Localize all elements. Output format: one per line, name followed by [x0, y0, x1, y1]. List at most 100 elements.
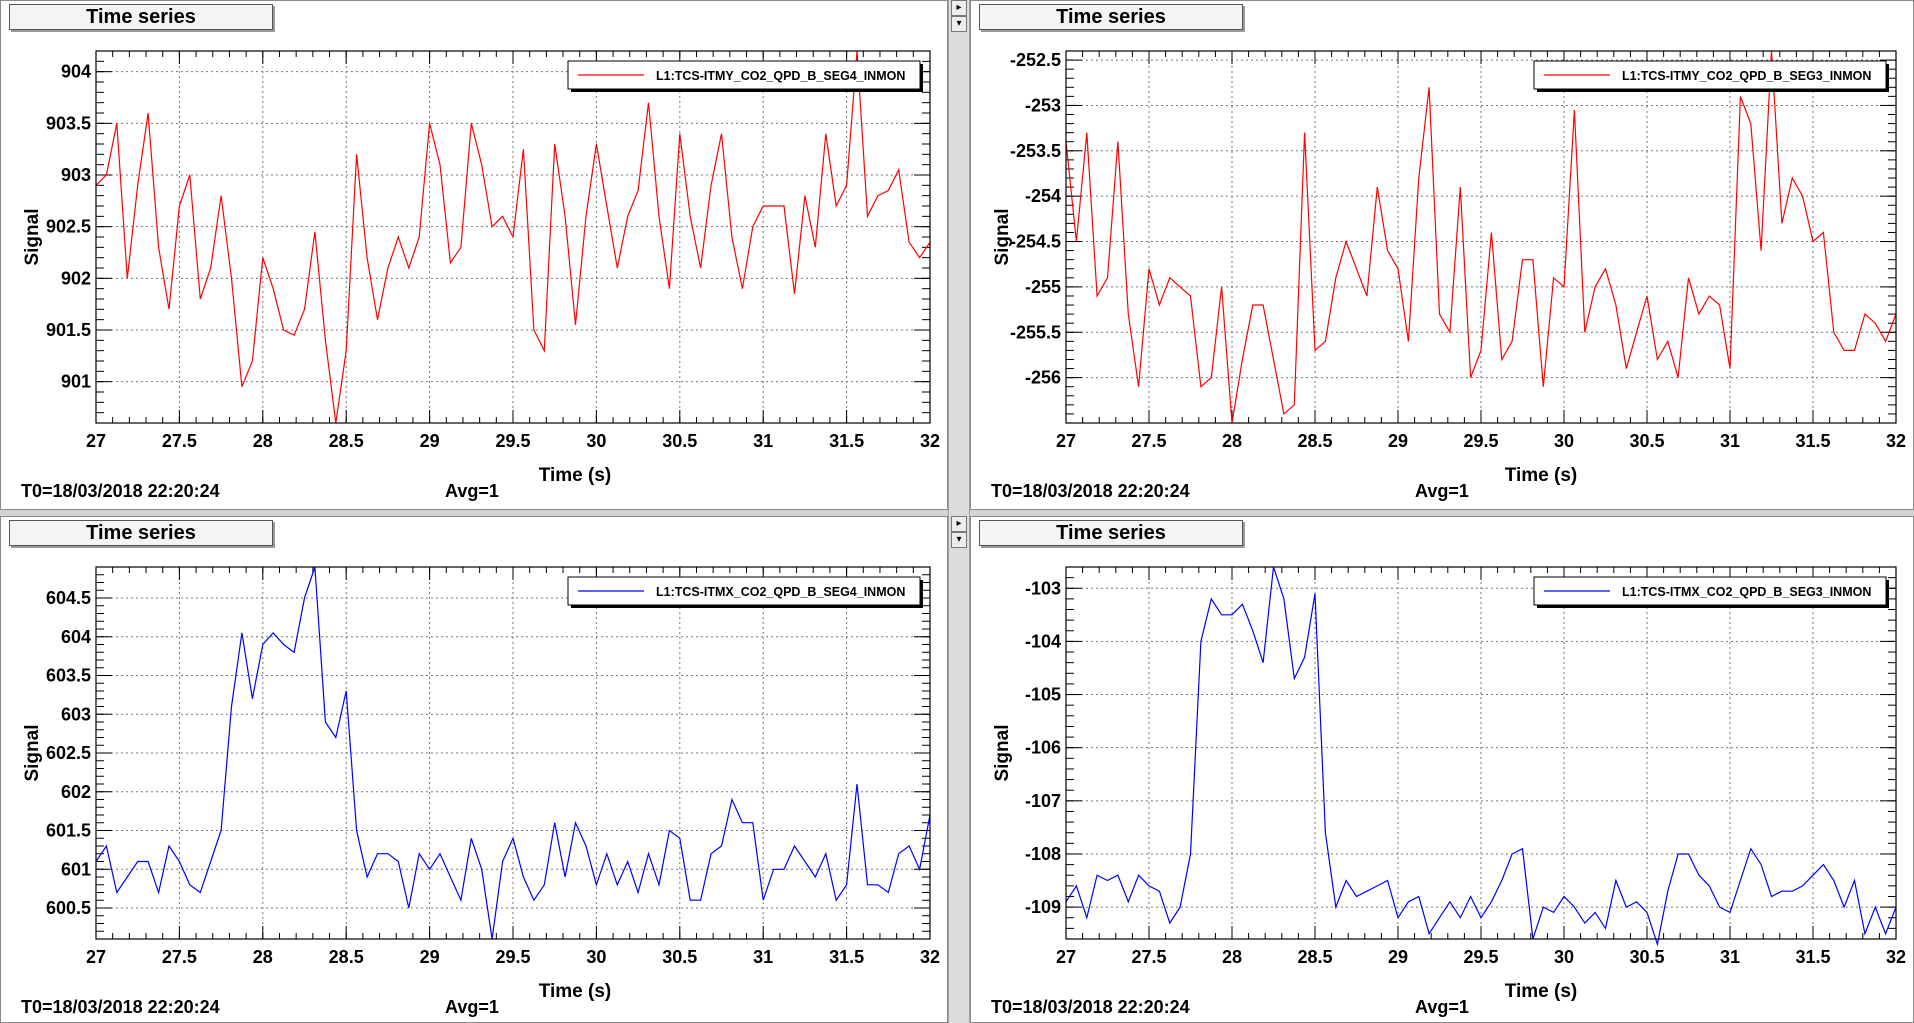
y-tick-label: -253.5	[1010, 141, 1061, 161]
plot-svg: 27 27.5 28 28.5 29 29.5 30 30.5 31 31.5 32 901 901.5…	[22, 50, 940, 486]
x-tick-label: 28.5	[1297, 431, 1332, 451]
y-tick-label: 903.5	[46, 113, 91, 133]
x-axis-label: Time (s)	[1505, 465, 1578, 486]
x-tick-label: 27.5	[1131, 947, 1166, 967]
x-tick-label: 31	[1720, 431, 1740, 451]
x-tick-label: 29.5	[1463, 431, 1498, 451]
scroll-right-arrow-icon[interactable]: ▸	[951, 0, 967, 16]
legend-entry: L1:TCS-ITMX_CO2_QPD_B_SEG4_INMON	[656, 585, 905, 599]
plot-frame	[1065, 566, 1897, 940]
x-tick-label: 31	[753, 947, 773, 967]
x-tick-label: 29.5	[1463, 947, 1498, 967]
plot-svg: 27 27.5 28 28.5 29 29.5 30 30.5 31 31.5 32 600.5 601…	[22, 566, 940, 1002]
chart-panel-top-right: Time series 27 27.5 28 28.5 29 29.5 30 30.5 31 31…	[970, 0, 1914, 510]
y-tick-label: -104	[1025, 631, 1061, 651]
legend-entry: L1:TCS-ITMY_CO2_QPD_B_SEG4_INMON	[656, 69, 905, 83]
x-tick-label: 30	[586, 947, 606, 967]
x-tick-label: 27	[1056, 947, 1076, 967]
x-tick-label: 30.5	[662, 947, 697, 967]
scroll-right-arrow-icon[interactable]: ▸	[951, 516, 967, 532]
series-line	[95, 50, 931, 424]
y-tick-label: -255	[1025, 277, 1061, 297]
x-tick-label: 30	[1554, 431, 1574, 451]
canvas-scroll-strip[interactable]: ▸ ▾ ▸ ▾	[948, 0, 970, 1023]
panel-title: Time series	[979, 4, 1243, 30]
x-axis-label: Time (s)	[539, 981, 612, 1002]
x-tick-label: 28	[253, 431, 273, 451]
scroll-down-arrow-icon[interactable]: ▾	[951, 532, 967, 548]
x-tick-label: 29.5	[495, 947, 530, 967]
legend-box: L1:TCS-ITMY_CO2_QPD_B_SEG3_INMON	[1533, 60, 1889, 92]
y-tick-label: 600.5	[46, 898, 91, 918]
x-tick-label: 29.5	[495, 431, 530, 451]
x-tick-label: 31	[1720, 947, 1740, 967]
y-tick-label: -108	[1025, 844, 1061, 864]
y-tick-label: 601.5	[46, 821, 91, 841]
legend-entry: L1:TCS-ITMY_CO2_QPD_B_SEG3_INMON	[1622, 69, 1871, 83]
y-tick-label: 601	[61, 859, 91, 879]
series-line	[95, 566, 931, 940]
x-tick-label: 27	[86, 431, 106, 451]
y-tick-label: -106	[1025, 738, 1061, 758]
x-tick-label: 30	[586, 431, 606, 451]
x-tick-label: 29	[420, 947, 440, 967]
plot-frame	[95, 50, 931, 424]
plot-frame	[1065, 50, 1897, 424]
y-axis-label: Signal	[22, 724, 43, 781]
x-tick-label: 28.5	[329, 947, 364, 967]
x-tick-label: 27.5	[162, 431, 197, 451]
avg-label: Avg=1	[1415, 997, 1469, 1017]
avg-label: Avg=1	[445, 997, 499, 1017]
avg-label: Avg=1	[445, 481, 499, 501]
x-tick-label: 30.5	[1629, 947, 1664, 967]
panel-title: Time series	[9, 4, 273, 30]
y-tick-label: 901	[61, 372, 91, 392]
y-tick-label: -254.5	[1010, 232, 1061, 252]
y-tick-label: -103	[1025, 578, 1061, 598]
t0-label: T0=18/03/2018 22:20:24	[21, 997, 220, 1017]
legend-box: L1:TCS-ITMX_CO2_QPD_B_SEG3_INMON	[1533, 576, 1889, 608]
y-tick-label: 602.5	[46, 743, 91, 763]
legend-entry: L1:TCS-ITMX_CO2_QPD_B_SEG3_INMON	[1622, 585, 1871, 599]
x-tick-label: 31.5	[829, 431, 864, 451]
avg-label: Avg=1	[1415, 481, 1469, 501]
legend-box: L1:TCS-ITMX_CO2_QPD_B_SEG4_INMON	[567, 576, 923, 608]
y-tick-label: 904	[61, 62, 91, 82]
y-tick-label: -109	[1025, 897, 1061, 917]
x-tick-label: 29	[1388, 947, 1408, 967]
x-tick-label: 32	[920, 431, 940, 451]
x-tick-label: 31.5	[1795, 431, 1830, 451]
y-tick-label: -105	[1025, 685, 1061, 705]
y-tick-label: 603.5	[46, 666, 91, 686]
x-tick-label: 30.5	[662, 431, 697, 451]
x-tick-label: 27	[1056, 431, 1076, 451]
x-tick-label: 28.5	[1297, 947, 1332, 967]
x-tick-label: 31.5	[829, 947, 864, 967]
plot-svg: 27 27.5 28 28.5 29 29.5 30 30.5 31 31.5 32 -256 -255…	[992, 50, 1906, 486]
y-tick-label: -255.5	[1010, 322, 1061, 342]
legend-box: L1:TCS-ITMY_CO2_QPD_B_SEG4_INMON	[567, 60, 923, 92]
y-tick-label: -107	[1025, 791, 1061, 811]
plot-frame	[95, 566, 931, 940]
panel-title: Time series	[979, 520, 1243, 546]
x-tick-label: 31.5	[1795, 947, 1830, 967]
y-tick-label: 602	[61, 782, 91, 802]
x-tick-label: 28.5	[329, 431, 364, 451]
x-tick-label: 29	[420, 431, 440, 451]
scroll-down-arrow-icon[interactable]: ▾	[951, 16, 967, 32]
y-tick-label: -253	[1025, 95, 1061, 115]
x-tick-label: 30	[1554, 947, 1574, 967]
y-axis-label: Signal	[992, 724, 1013, 781]
y-axis-label: Signal	[22, 208, 43, 265]
x-axis-label: Time (s)	[1505, 981, 1578, 1002]
t0-label: T0=18/03/2018 22:20:24	[21, 481, 220, 501]
x-tick-label: 27.5	[1131, 431, 1166, 451]
panel-title: Time series	[9, 520, 273, 546]
x-tick-label: 27.5	[162, 947, 197, 967]
x-tick-label: 32	[920, 947, 940, 967]
y-tick-label: 604.5	[46, 588, 91, 608]
y-tick-label: 604	[61, 627, 91, 647]
x-tick-label: 29	[1388, 431, 1408, 451]
y-tick-label: 902.5	[46, 217, 91, 237]
chart-panel-top-left: Time series 27 27.5 28 28.5 29 29.5 30 30.5 31 31…	[0, 0, 948, 510]
